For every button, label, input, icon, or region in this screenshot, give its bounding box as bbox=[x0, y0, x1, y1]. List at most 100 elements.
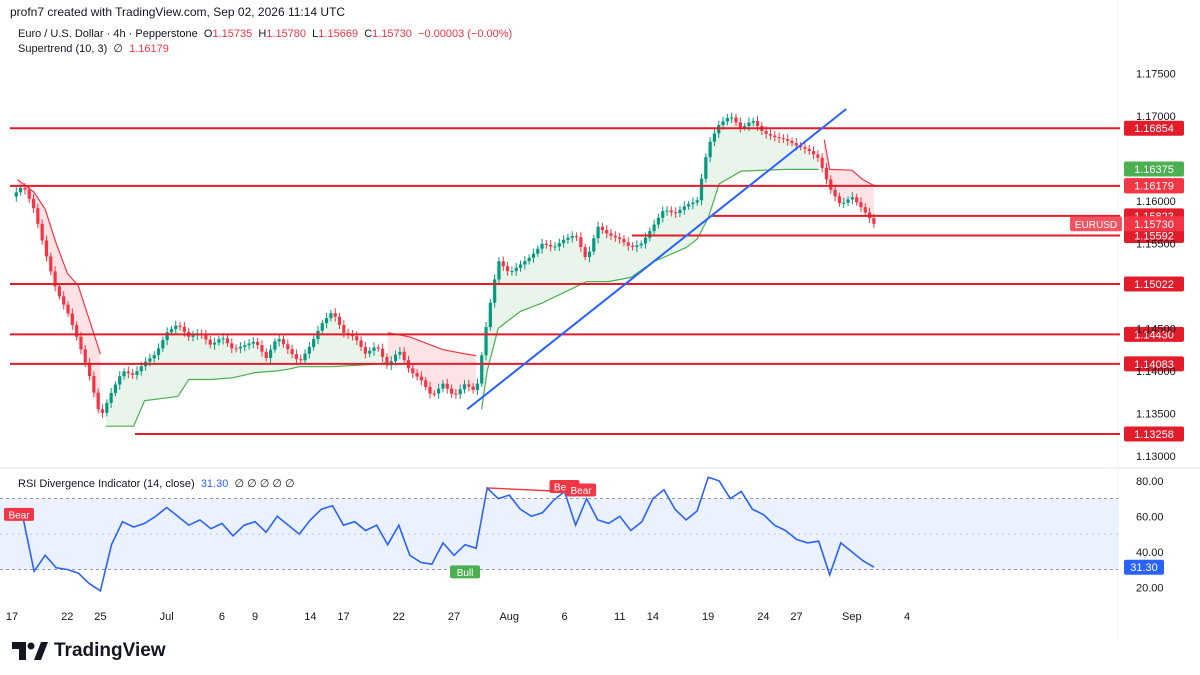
candle[interactable] bbox=[217, 336, 221, 346]
candle[interactable] bbox=[156, 343, 161, 361]
candle[interactable] bbox=[118, 371, 122, 390]
candle[interactable] bbox=[458, 384, 462, 399]
candle[interactable] bbox=[480, 352, 484, 387]
candle[interactable] bbox=[212, 337, 217, 350]
candle[interactable] bbox=[618, 232, 622, 244]
candle[interactable] bbox=[286, 339, 290, 355]
candle[interactable] bbox=[605, 225, 609, 239]
candle[interactable] bbox=[824, 163, 829, 185]
candle[interactable] bbox=[730, 112, 734, 123]
candle[interactable] bbox=[49, 252, 53, 276]
candle[interactable] bbox=[381, 343, 385, 363]
supertrend-legend[interactable]: Supertrend (10, 3) ∅ 1.16179 bbox=[18, 42, 169, 55]
candle[interactable] bbox=[281, 335, 286, 348]
candle[interactable] bbox=[415, 369, 419, 381]
candle[interactable] bbox=[773, 131, 777, 142]
rsi-line[interactable] bbox=[11, 476, 875, 593]
candle[interactable] bbox=[329, 309, 333, 322]
candle[interactable] bbox=[14, 187, 18, 202]
supertrend-line-up-1[interactable] bbox=[105, 361, 388, 427]
candle[interactable] bbox=[268, 344, 273, 364]
candle[interactable] bbox=[781, 134, 786, 144]
candle[interactable] bbox=[260, 340, 264, 357]
symbol-tag[interactable] bbox=[1070, 216, 1122, 232]
candle[interactable] bbox=[135, 366, 139, 380]
candle[interactable] bbox=[100, 404, 105, 418]
candle[interactable] bbox=[842, 197, 846, 209]
candle[interactable] bbox=[665, 206, 669, 216]
candle[interactable] bbox=[204, 329, 208, 345]
candle[interactable] bbox=[178, 321, 182, 331]
candle[interactable] bbox=[376, 344, 380, 352]
candle[interactable] bbox=[462, 380, 467, 394]
supertrend-line-down-4[interactable] bbox=[823, 139, 875, 187]
candle[interactable] bbox=[553, 242, 557, 251]
level-tag-1.15022[interactable] bbox=[1124, 276, 1184, 292]
candle[interactable] bbox=[66, 301, 70, 317]
candle[interactable] bbox=[471, 382, 475, 394]
candle[interactable] bbox=[850, 192, 854, 205]
candle[interactable] bbox=[811, 146, 816, 160]
candle[interactable] bbox=[790, 137, 794, 147]
candle[interactable] bbox=[661, 206, 665, 223]
candle[interactable] bbox=[734, 113, 738, 127]
candle[interactable] bbox=[441, 379, 445, 393]
candle[interactable] bbox=[131, 369, 135, 379]
candle[interactable] bbox=[152, 351, 156, 363]
candle[interactable] bbox=[126, 366, 130, 379]
candle[interactable] bbox=[303, 349, 307, 365]
candle[interactable] bbox=[174, 320, 178, 335]
candle[interactable] bbox=[372, 342, 376, 356]
candle[interactable] bbox=[191, 330, 195, 342]
candle[interactable] bbox=[277, 334, 281, 347]
candle[interactable] bbox=[626, 237, 630, 251]
candle[interactable] bbox=[540, 238, 544, 254]
candle[interactable] bbox=[544, 240, 548, 249]
candle[interactable] bbox=[419, 371, 424, 386]
level-tag-1.16854[interactable] bbox=[1124, 120, 1184, 136]
candle[interactable] bbox=[337, 312, 342, 329]
candle[interactable] bbox=[639, 240, 643, 249]
candle[interactable] bbox=[738, 117, 742, 133]
candle[interactable] bbox=[807, 145, 811, 155]
supertrend-line-down-2[interactable] bbox=[387, 332, 477, 357]
candle[interactable] bbox=[208, 335, 212, 349]
candle[interactable] bbox=[488, 299, 492, 331]
price-tag-1.16179[interactable] bbox=[1124, 178, 1184, 194]
candle[interactable] bbox=[717, 120, 721, 138]
candle[interactable] bbox=[225, 334, 230, 347]
supertrend-line-down-0[interactable] bbox=[17, 179, 101, 355]
candle[interactable] bbox=[656, 213, 661, 229]
symbol-name[interactable]: Euro / U.S. Dollar · 4h · Pepperstone bbox=[18, 28, 198, 40]
rsi-legend[interactable]: RSI Divergence Indicator (14, close) 31.… bbox=[18, 477, 295, 490]
candle[interactable] bbox=[53, 266, 57, 292]
candle[interactable] bbox=[863, 203, 867, 217]
candle[interactable] bbox=[122, 368, 126, 380]
candle[interactable] bbox=[113, 381, 118, 397]
candle[interactable] bbox=[678, 205, 682, 217]
candle[interactable] bbox=[579, 232, 583, 253]
price-tag-1.15730[interactable] bbox=[1124, 216, 1184, 232]
candle[interactable] bbox=[333, 308, 337, 322]
candle[interactable] bbox=[424, 376, 428, 391]
candle[interactable] bbox=[536, 245, 540, 257]
candle[interactable] bbox=[385, 353, 389, 369]
candle[interactable] bbox=[609, 228, 613, 241]
candle[interactable] bbox=[712, 129, 717, 147]
candle[interactable] bbox=[320, 319, 324, 335]
candle[interactable] bbox=[324, 313, 329, 329]
candle[interactable] bbox=[79, 331, 83, 355]
candle[interactable] bbox=[725, 113, 729, 126]
candle[interactable] bbox=[583, 243, 587, 261]
candle[interactable] bbox=[393, 350, 398, 366]
divergence-marker-bull[interactable] bbox=[450, 565, 481, 579]
candle[interactable] bbox=[256, 337, 260, 350]
candle[interactable] bbox=[454, 389, 458, 399]
candle[interactable] bbox=[751, 117, 755, 127]
tradingview-logo[interactable]: TradingView bbox=[12, 640, 166, 662]
candle[interactable] bbox=[527, 254, 531, 265]
candle[interactable] bbox=[161, 336, 165, 352]
candle[interactable] bbox=[493, 274, 497, 308]
candle[interactable] bbox=[557, 238, 561, 252]
candle[interactable] bbox=[312, 335, 316, 351]
